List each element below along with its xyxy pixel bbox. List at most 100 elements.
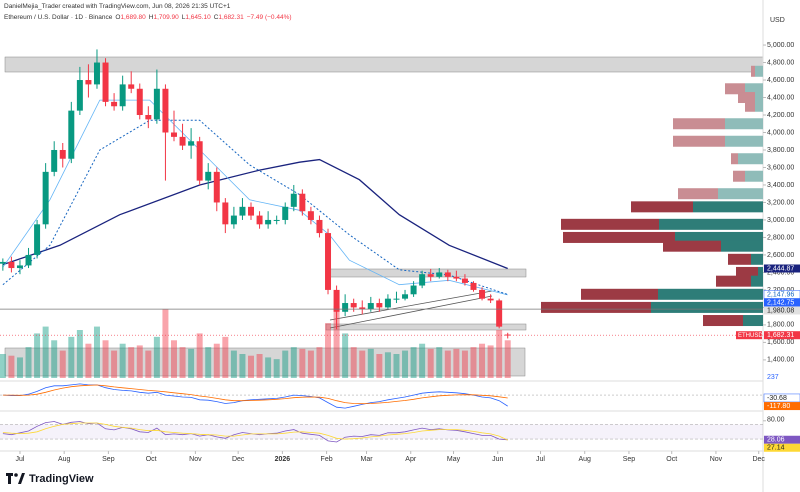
volume-bar [248,355,255,378]
x-tick-label: Sep [102,456,115,463]
volume-bar [93,326,100,378]
volume-bar [188,348,195,378]
profile-down [673,135,725,147]
profile-up [745,170,763,182]
volume-bar [299,348,306,378]
volume-bar [359,350,366,378]
y-tick-label: 3,800.00 [767,147,794,154]
x-tick-label: Oct [666,456,677,463]
y-tick-label: 4,000.00 [767,129,794,136]
candle-body [359,307,366,310]
candle-body [384,298,391,308]
volume-bar [427,348,434,378]
volume-bar [333,306,340,378]
axis-marker-label: -30.68 [767,395,787,402]
volume-bar [453,348,460,378]
volume-bar [307,350,314,378]
volume-bar [282,350,289,378]
candle-body [25,254,32,266]
x-tick-label: Jul [15,456,24,463]
axis-marker-label: 27.14 [767,445,785,452]
y-tick-label: 2,400.00 [767,269,794,276]
profile-down [745,100,755,112]
axis-marker [764,306,800,315]
y-tick-label: 2,800.00 [767,234,794,241]
volume-bar [162,309,169,378]
volume-bar [350,347,357,378]
profile-up [755,65,763,77]
x-tick-label: Jun [492,456,503,463]
volume-bar [496,330,503,378]
moving-average [2,158,508,270]
x-tick-label: Oct [146,456,157,463]
volume-bar [393,354,400,378]
candle-body [85,80,92,85]
axis-marker-label: 2,142.75 [767,299,794,306]
moving-average [2,119,508,295]
profile-down [663,240,721,252]
candle-body [188,141,195,146]
zone [325,323,527,331]
volume-bar [128,347,135,378]
volume-bar [119,343,126,378]
profile-up [659,218,763,230]
candle-body [350,303,357,308]
profile-up [745,83,763,95]
profile-up [751,275,763,287]
quote-label: H [148,14,154,21]
quote-label: O [115,14,121,21]
candle-body [136,88,143,116]
axis-marker-label: 1,980.08 [767,307,794,314]
volume-bar [265,357,272,378]
profile-down [678,188,718,200]
candle-body [487,298,494,301]
volume-bar [419,343,426,378]
y-tick-label: 4,200.00 [767,112,794,119]
volume-bar [76,330,83,378]
profile-up [725,135,763,147]
x-tick-label: Mar [360,456,373,463]
y-tick-label: 80.00 [767,417,785,424]
symbol: Ethereum / U.S. Dollar · 1D · Binance [4,14,113,21]
candle-body [213,171,220,203]
x-tick-label: Dec [752,456,765,463]
trendline [329,290,493,321]
volume-bar [196,333,203,378]
profile-down [563,231,675,243]
volume-bar [153,336,160,378]
x-tick-label: Sep [623,456,636,463]
volume-bar [461,350,468,378]
volume-bar [436,347,443,378]
y-tick-label: 4,800.00 [767,59,794,66]
volume-bar [0,354,6,378]
macd-line [2,383,508,409]
volume-label: 237 [767,374,779,381]
candle-body [119,84,126,107]
y-tick-label: 4,400.00 [767,94,794,101]
candle-body [436,272,443,277]
profile-down [673,118,725,130]
candle-body [496,300,503,327]
axis-marker [764,443,800,452]
candle-body [179,136,186,146]
volume-bar [470,347,477,378]
profile-up [751,253,763,265]
candle-body [248,206,255,216]
profile-up [718,188,763,200]
x-tick-label: Dec [232,456,245,463]
rsi-band [0,424,763,440]
candle-body [410,285,417,295]
candle-body [256,215,263,225]
created-line: DanielMejia_Trader created with TradingV… [4,3,231,10]
profile-up [755,100,763,112]
volume-bar [504,340,511,378]
axis-marker-label: 28.06 [767,437,785,444]
volume-bar [342,333,349,378]
symbol-marker [736,331,762,340]
candle-body [102,62,109,102]
volume-bar [325,323,332,378]
candle-body [0,261,6,264]
volume-bar [239,354,246,378]
profile-down [733,170,745,182]
candle-body [479,289,486,299]
